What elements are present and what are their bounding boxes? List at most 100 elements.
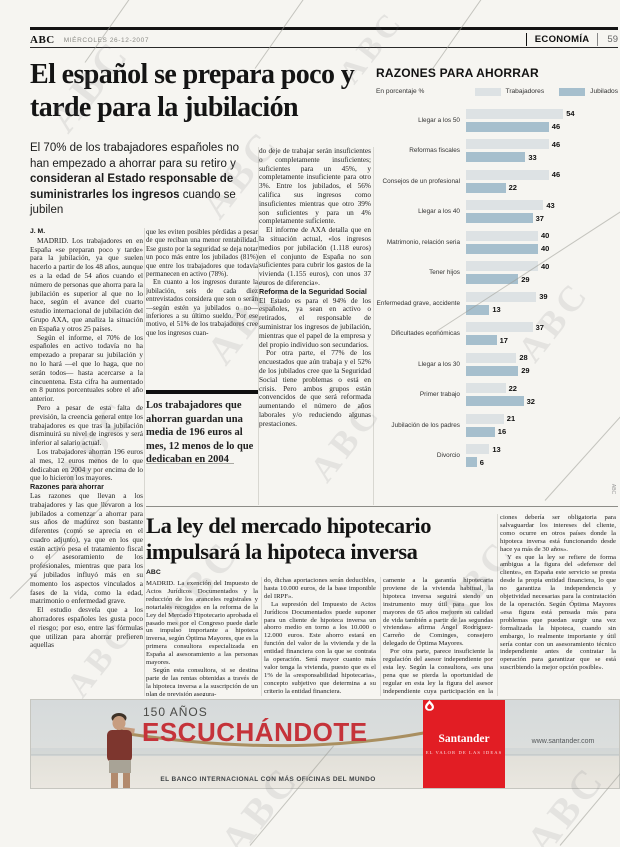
- column-subhead: Reforma de la Seguridad Social: [259, 286, 367, 296]
- scratch-mark: [84, 0, 149, 63]
- chart-category-label: Dificultades económicas: [391, 330, 460, 338]
- chart-row: Enfermedad grave, accidente 39 13: [376, 288, 618, 319]
- body-paragraph: El Estado es para el 94% de los españole…: [259, 295, 371, 349]
- body-column: que les eviten posibles pérdidas a pesar…: [146, 228, 258, 386]
- chart-value-label: 13: [492, 305, 501, 314]
- body-paragraph: do, dichas aportaciones serán deducibles…: [264, 577, 376, 600]
- body-column: ciones debería ser obligatoria para salv…: [500, 514, 616, 696]
- chart-value-label: 29: [521, 274, 530, 284]
- body-paragraph: Según el informe, el 70% de los españole…: [30, 332, 143, 404]
- ad-url: www.santander.com: [531, 738, 595, 745]
- article1-headline: El español se prepara poco y tarde para …: [30, 59, 355, 123]
- masthead-rule: [30, 27, 618, 30]
- body-paragraph: ciones debería ser obligatoria para salv…: [500, 514, 616, 553]
- chart-bar-trabajadores: [466, 230, 538, 241]
- chart-value-label: 22: [508, 183, 517, 192]
- chart-bar-jubilados: [466, 426, 495, 437]
- chart-bar-trabajadores: [466, 169, 549, 180]
- chart-category-label: Consejos de un profesional: [382, 177, 460, 185]
- chart-row: Primer trabajo 22 32: [376, 380, 618, 411]
- section-label: ECONOMÍA: [525, 33, 599, 46]
- chart-row: Divorcio 13 6: [376, 441, 618, 472]
- santander-wordmark: Santander: [438, 733, 490, 745]
- issue-date: MIÉRCOLES 26-12-2007: [63, 37, 150, 44]
- chart-value-label: 32: [526, 396, 535, 406]
- chart-value-label: 54: [566, 109, 575, 118]
- chart-value-label: 37: [535, 213, 544, 223]
- body-paragraph: El estudio desvela que a los ahorradores…: [30, 605, 143, 650]
- chart-value-label: 46: [551, 170, 561, 179]
- page-header: ABC MIÉRCOLES 26-12-2007 ECONOMÍA 59: [30, 33, 618, 46]
- byline: J. M.: [30, 228, 46, 235]
- body-paragraph: MADRID. La exención del Impuesto de Acto…: [146, 580, 258, 667]
- body-column: camente a la garantía hipotecaria provie…: [383, 577, 493, 696]
- chart-bar-jubilados: [466, 304, 490, 315]
- chart-source: ABC: [609, 483, 616, 495]
- santander-tagline: EL VALOR DE LAS IDEAS: [425, 750, 503, 755]
- chart-bar-trabajadores: [466, 291, 537, 302]
- chart-bar-trabajadores: [466, 352, 517, 363]
- santander-logo-box: Santander EL VALOR DE LAS IDEAS: [423, 700, 505, 788]
- column-rule: [497, 514, 498, 696]
- chart-category-label: Llegar a los 50: [418, 116, 460, 124]
- chart-category-label: Jubilación de los padres: [391, 421, 460, 429]
- chart-bar-trabajadores: [466, 108, 564, 119]
- column-subhead: Razones para ahorrar: [30, 482, 104, 492]
- chart-category-label: Reformas fiscales: [409, 147, 460, 155]
- chart-title: RAZONES PARA AHORRAR: [376, 66, 539, 80]
- column-rule: [373, 147, 374, 505]
- chart-bar-jubilados: [466, 152, 526, 162]
- body-paragraph: MADRID. Los trabajadores en en España «s…: [30, 235, 143, 333]
- pullquote: Los trabajadores que ahorran guardan una…: [146, 400, 254, 465]
- chart-category-label: Llegar a los 40: [418, 208, 460, 216]
- chart-row: Reformas fiscales 46 33: [376, 136, 618, 167]
- body-paragraph: camente a la garantía hipotecaria provie…: [383, 577, 493, 648]
- pullquote-bar: [146, 390, 258, 394]
- chart-bar-jubilados: [466, 335, 497, 345]
- chart-row: Llegar a los 50 54 46: [376, 105, 618, 136]
- chart-value-label: 43: [546, 200, 555, 210]
- header-rule: [30, 47, 618, 48]
- bar-chart: RAZONES PARA AHORRAR En porcentaje % Tra…: [376, 66, 618, 506]
- chart-row: Tener hijos 40 29: [376, 258, 618, 289]
- bamboo-pole: [128, 728, 440, 748]
- chart-value-label: 13: [492, 444, 501, 454]
- chart-row: Matrimonio, relación seria 40 40: [376, 227, 618, 258]
- chart-row: Jubilación de los padres 21 16: [376, 410, 618, 441]
- body-paragraph: Por otra parte, el 77% de los encuestado…: [259, 348, 371, 428]
- ad-footer-claim: EL BANCO INTERNACIONAL CON MÁS OFICINAS …: [160, 776, 376, 783]
- chart-value-label: 28: [519, 353, 528, 362]
- body-paragraph: Los trabajadores ahorran 196 euros al me…: [30, 446, 143, 483]
- chart-value-label: 40: [541, 231, 550, 240]
- chart-unit-label: En porcentaje %: [376, 88, 425, 95]
- chart-value-label: 37: [535, 322, 544, 332]
- body-paragraph: En cuanto a los ingresos durante la jubi…: [146, 278, 258, 337]
- chart-category-label: Llegar a los 30: [418, 360, 460, 368]
- column-rule: [144, 228, 145, 696]
- chart-bar-jubilados: [466, 121, 549, 132]
- chart-bar-trabajadores: [466, 383, 506, 393]
- body-paragraph: que les eviten posibles pérdidas a pesar…: [146, 228, 258, 279]
- chart-category-label: Enfermedad grave, accidente: [376, 299, 460, 307]
- body-paragraph: Según esta consultora, si se destina par…: [146, 666, 258, 696]
- chart-value-label: 40: [541, 261, 550, 271]
- chart-value-label: 22: [508, 383, 517, 393]
- chart-row: Llegar a los 30 28 29: [376, 349, 618, 380]
- brand-logo: ABC: [30, 33, 55, 46]
- column-rule: [380, 577, 381, 696]
- legend-label: Jubilados: [590, 88, 618, 95]
- pullquote-rule: [146, 463, 234, 464]
- chart-value-label: 17: [499, 335, 508, 345]
- chart-bar-jubilados: [466, 243, 538, 254]
- santander-flame-icon: [425, 700, 434, 711]
- chart-rows: Llegar a los 50 54 46 Reformas fiscales 46 33…: [376, 105, 618, 471]
- legend-swatch-trabajadores: [474, 87, 501, 96]
- chart-value-label: 16: [497, 427, 507, 436]
- column-rule: [258, 147, 259, 505]
- chart-bar-trabajadores: [466, 139, 549, 149]
- chart-bar-trabajadores: [466, 200, 544, 210]
- standfirst-text: cuando se jubilen: [30, 188, 236, 217]
- chart-row: Llegar a los 40 43 37: [376, 197, 618, 228]
- santander-ad: 150 AÑOS ESCUCHÁNDOTE Santander EL VALOR…: [30, 699, 620, 789]
- chart-category-label: Primer trabajo: [419, 391, 460, 399]
